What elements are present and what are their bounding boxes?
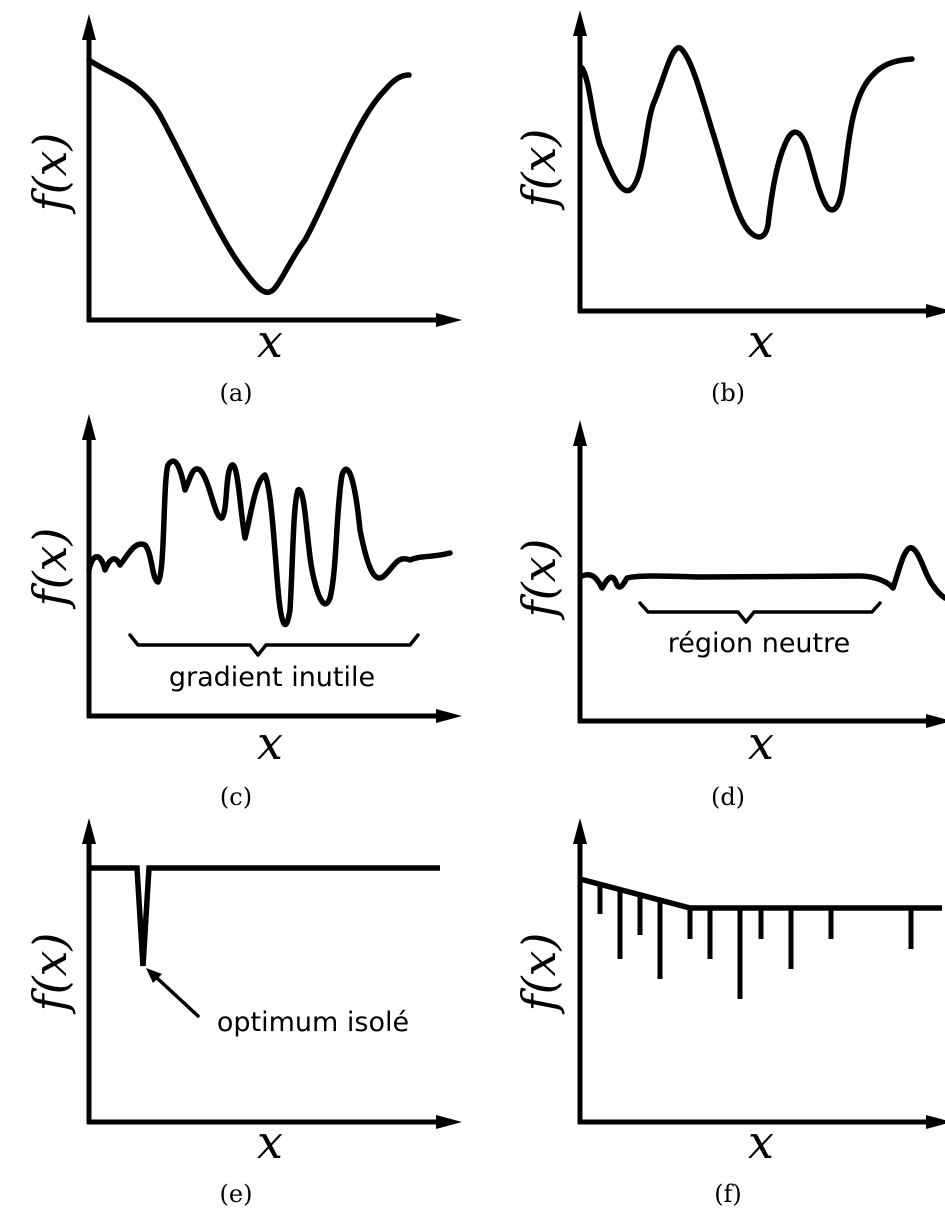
panel-d-annotation: région neutre — [668, 628, 851, 659]
panel-b-x-arrowhead — [926, 304, 945, 318]
panel-f-y-arrowhead — [573, 818, 587, 844]
panel-a-ylabel: f(x) — [23, 133, 77, 215]
panel-d: région neutre f(x) x (d) — [512, 420, 945, 811]
panel-c-xlabel: x — [257, 716, 283, 770]
panel-d-y-arrowhead — [573, 420, 587, 446]
panel-f-caption: (f) — [714, 1180, 742, 1208]
panel-c-caption: (c) — [220, 783, 252, 811]
panel-b: f(x) x (b) — [512, 10, 945, 407]
panel-f-x-arrowhead — [926, 1115, 945, 1129]
panel-c-y-arrowhead — [82, 414, 96, 440]
panel-c-curve — [86, 458, 453, 628]
panel-a: f(x) x (a) — [23, 14, 462, 407]
panel-c-annotation: gradient inutile — [169, 662, 375, 693]
panel-d-caption: (d) — [711, 783, 745, 811]
panel-b-ylabel: f(x) — [512, 129, 566, 211]
panel-a-x-arrowhead — [436, 313, 462, 327]
panel-b-curve — [579, 45, 915, 240]
panel-d-brace — [638, 601, 882, 624]
panel-e-curve — [89, 865, 440, 967]
panel-d-x-arrowhead — [926, 714, 945, 728]
panel-b-caption: (b) — [711, 379, 745, 407]
panel-e-y-arrowhead — [82, 818, 96, 844]
panel-b-y-arrowhead — [573, 10, 587, 36]
panel-f-xlabel: x — [748, 1115, 774, 1169]
panel-e-x-arrowhead — [436, 1115, 462, 1129]
panel-b-xlabel: x — [748, 314, 774, 368]
panel-d-ylabel: f(x) — [512, 539, 566, 621]
panel-e: optimum isolé f(x) x (e) — [23, 818, 462, 1208]
panel-c-ylabel: f(x) — [23, 528, 77, 610]
panel-f-curve — [579, 876, 942, 911]
panel-a-caption: (a) — [219, 379, 252, 407]
panel-e-annotation: optimum isolé — [217, 1007, 409, 1038]
panel-e-caption: (e) — [220, 1180, 253, 1208]
panel-f-ylabel: f(x) — [512, 933, 566, 1015]
panel-c-x-arrowhead — [436, 709, 462, 723]
panel-d-xlabel: x — [748, 716, 774, 770]
panel-f-spikes — [597, 884, 914, 999]
panel-e-ylabel: f(x) — [23, 933, 77, 1015]
panel-c: gradient inutile f(x) x (c) — [23, 414, 462, 811]
panel-e-pointer-line — [155, 976, 200, 1018]
panel-f: f(x) x (f) — [512, 818, 945, 1208]
panel-e-pointer-arrowhead — [146, 968, 162, 983]
panel-d-curve — [579, 545, 945, 601]
panel-e-xlabel: x — [257, 1115, 283, 1169]
panel-a-xlabel: x — [257, 314, 283, 368]
panel-c-brace — [128, 633, 420, 657]
panel-a-y-arrowhead — [82, 14, 96, 40]
panel-a-curve — [86, 57, 412, 295]
